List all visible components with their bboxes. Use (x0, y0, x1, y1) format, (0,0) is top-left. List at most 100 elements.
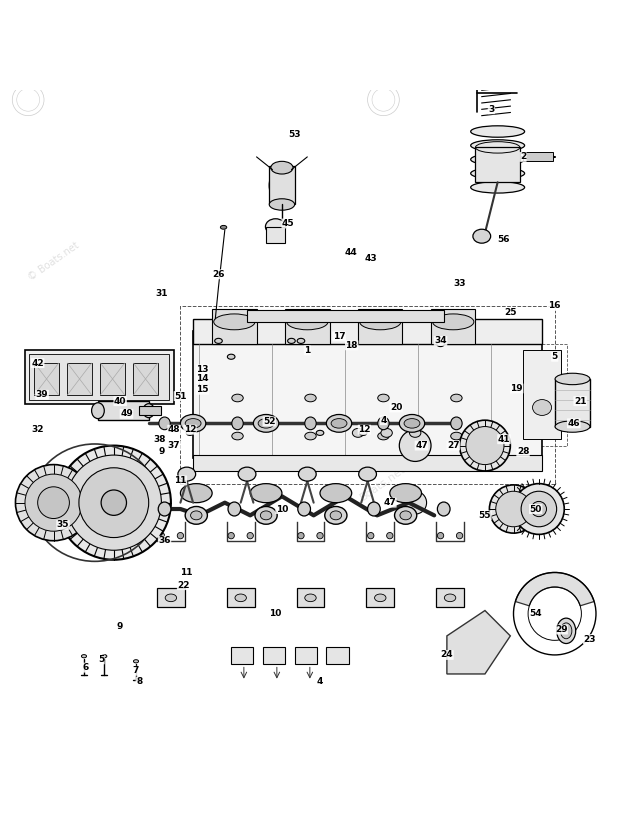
Ellipse shape (228, 502, 241, 516)
Text: 4: 4 (380, 416, 387, 425)
Ellipse shape (185, 506, 207, 524)
Ellipse shape (269, 199, 294, 210)
Text: 55: 55 (479, 511, 492, 520)
Ellipse shape (232, 394, 243, 402)
Bar (29, 355, 169, 400)
Text: 37: 37 (168, 441, 180, 450)
Text: 10: 10 (269, 609, 282, 619)
Bar (266, 227, 285, 243)
Text: 41: 41 (498, 434, 510, 443)
Text: 17: 17 (333, 332, 346, 341)
Text: 5: 5 (98, 655, 104, 664)
Ellipse shape (220, 226, 227, 229)
Ellipse shape (92, 403, 104, 419)
Circle shape (513, 483, 564, 535)
Ellipse shape (238, 467, 256, 481)
Ellipse shape (451, 394, 462, 402)
Text: 16: 16 (548, 302, 561, 311)
Bar (25, 350, 174, 404)
Text: 51: 51 (174, 391, 187, 401)
Text: 11: 11 (180, 568, 193, 577)
Circle shape (25, 474, 82, 531)
Ellipse shape (374, 594, 386, 601)
Ellipse shape (394, 506, 417, 524)
Ellipse shape (353, 429, 364, 438)
Bar (296, 588, 324, 607)
Text: 4: 4 (317, 677, 323, 686)
Bar (366, 588, 394, 607)
Text: 43: 43 (364, 254, 377, 263)
Bar (247, 311, 444, 322)
Ellipse shape (232, 432, 243, 440)
Ellipse shape (410, 429, 421, 438)
Ellipse shape (331, 419, 347, 428)
Circle shape (466, 426, 504, 465)
Ellipse shape (180, 483, 212, 503)
Bar (326, 646, 349, 664)
Ellipse shape (399, 415, 425, 432)
Bar (193, 319, 542, 344)
Circle shape (15, 465, 92, 540)
Text: 45: 45 (282, 219, 294, 228)
Bar (436, 588, 464, 607)
Circle shape (367, 532, 374, 539)
Circle shape (247, 532, 253, 539)
Polygon shape (447, 610, 510, 674)
Bar (294, 646, 317, 664)
Text: 39: 39 (36, 390, 49, 399)
Circle shape (404, 491, 427, 514)
Circle shape (531, 501, 547, 517)
Ellipse shape (390, 483, 422, 503)
Bar (157, 588, 185, 607)
Ellipse shape (165, 594, 177, 601)
Bar (139, 406, 161, 415)
Bar (100, 363, 125, 394)
Circle shape (66, 455, 161, 550)
Ellipse shape (532, 399, 552, 416)
Circle shape (101, 490, 127, 515)
Ellipse shape (271, 161, 293, 174)
Text: 31: 31 (155, 289, 168, 297)
Bar (269, 166, 294, 205)
Text: 12: 12 (184, 425, 196, 434)
Text: 50: 50 (529, 504, 542, 513)
Text: 40: 40 (114, 397, 126, 406)
Circle shape (57, 446, 171, 560)
Ellipse shape (561, 623, 572, 639)
Bar (285, 309, 330, 344)
Bar (227, 588, 255, 607)
Ellipse shape (378, 394, 389, 402)
Ellipse shape (326, 415, 352, 432)
Text: 28: 28 (516, 447, 529, 456)
Text: 48: 48 (168, 425, 180, 434)
Bar (431, 309, 476, 344)
Text: 46: 46 (568, 419, 580, 428)
Text: 7: 7 (133, 667, 139, 676)
Circle shape (177, 532, 184, 539)
Bar (231, 646, 253, 664)
Ellipse shape (305, 394, 316, 402)
Ellipse shape (214, 314, 255, 330)
Ellipse shape (269, 168, 294, 203)
Circle shape (437, 532, 444, 539)
Ellipse shape (378, 432, 389, 440)
Ellipse shape (330, 511, 342, 520)
Text: 2: 2 (520, 152, 526, 161)
Ellipse shape (159, 417, 170, 430)
Ellipse shape (367, 502, 380, 516)
Text: 5: 5 (552, 352, 558, 361)
Ellipse shape (185, 419, 201, 428)
Ellipse shape (158, 502, 171, 516)
Bar (134, 363, 157, 394)
Ellipse shape (378, 417, 389, 430)
Ellipse shape (470, 139, 525, 152)
Ellipse shape (214, 338, 222, 343)
Ellipse shape (260, 511, 272, 520)
Ellipse shape (305, 432, 316, 440)
Circle shape (490, 485, 538, 533)
Text: 22: 22 (177, 580, 190, 589)
Ellipse shape (250, 483, 282, 503)
Ellipse shape (557, 618, 576, 644)
Ellipse shape (359, 430, 367, 435)
Text: 54: 54 (529, 609, 542, 619)
